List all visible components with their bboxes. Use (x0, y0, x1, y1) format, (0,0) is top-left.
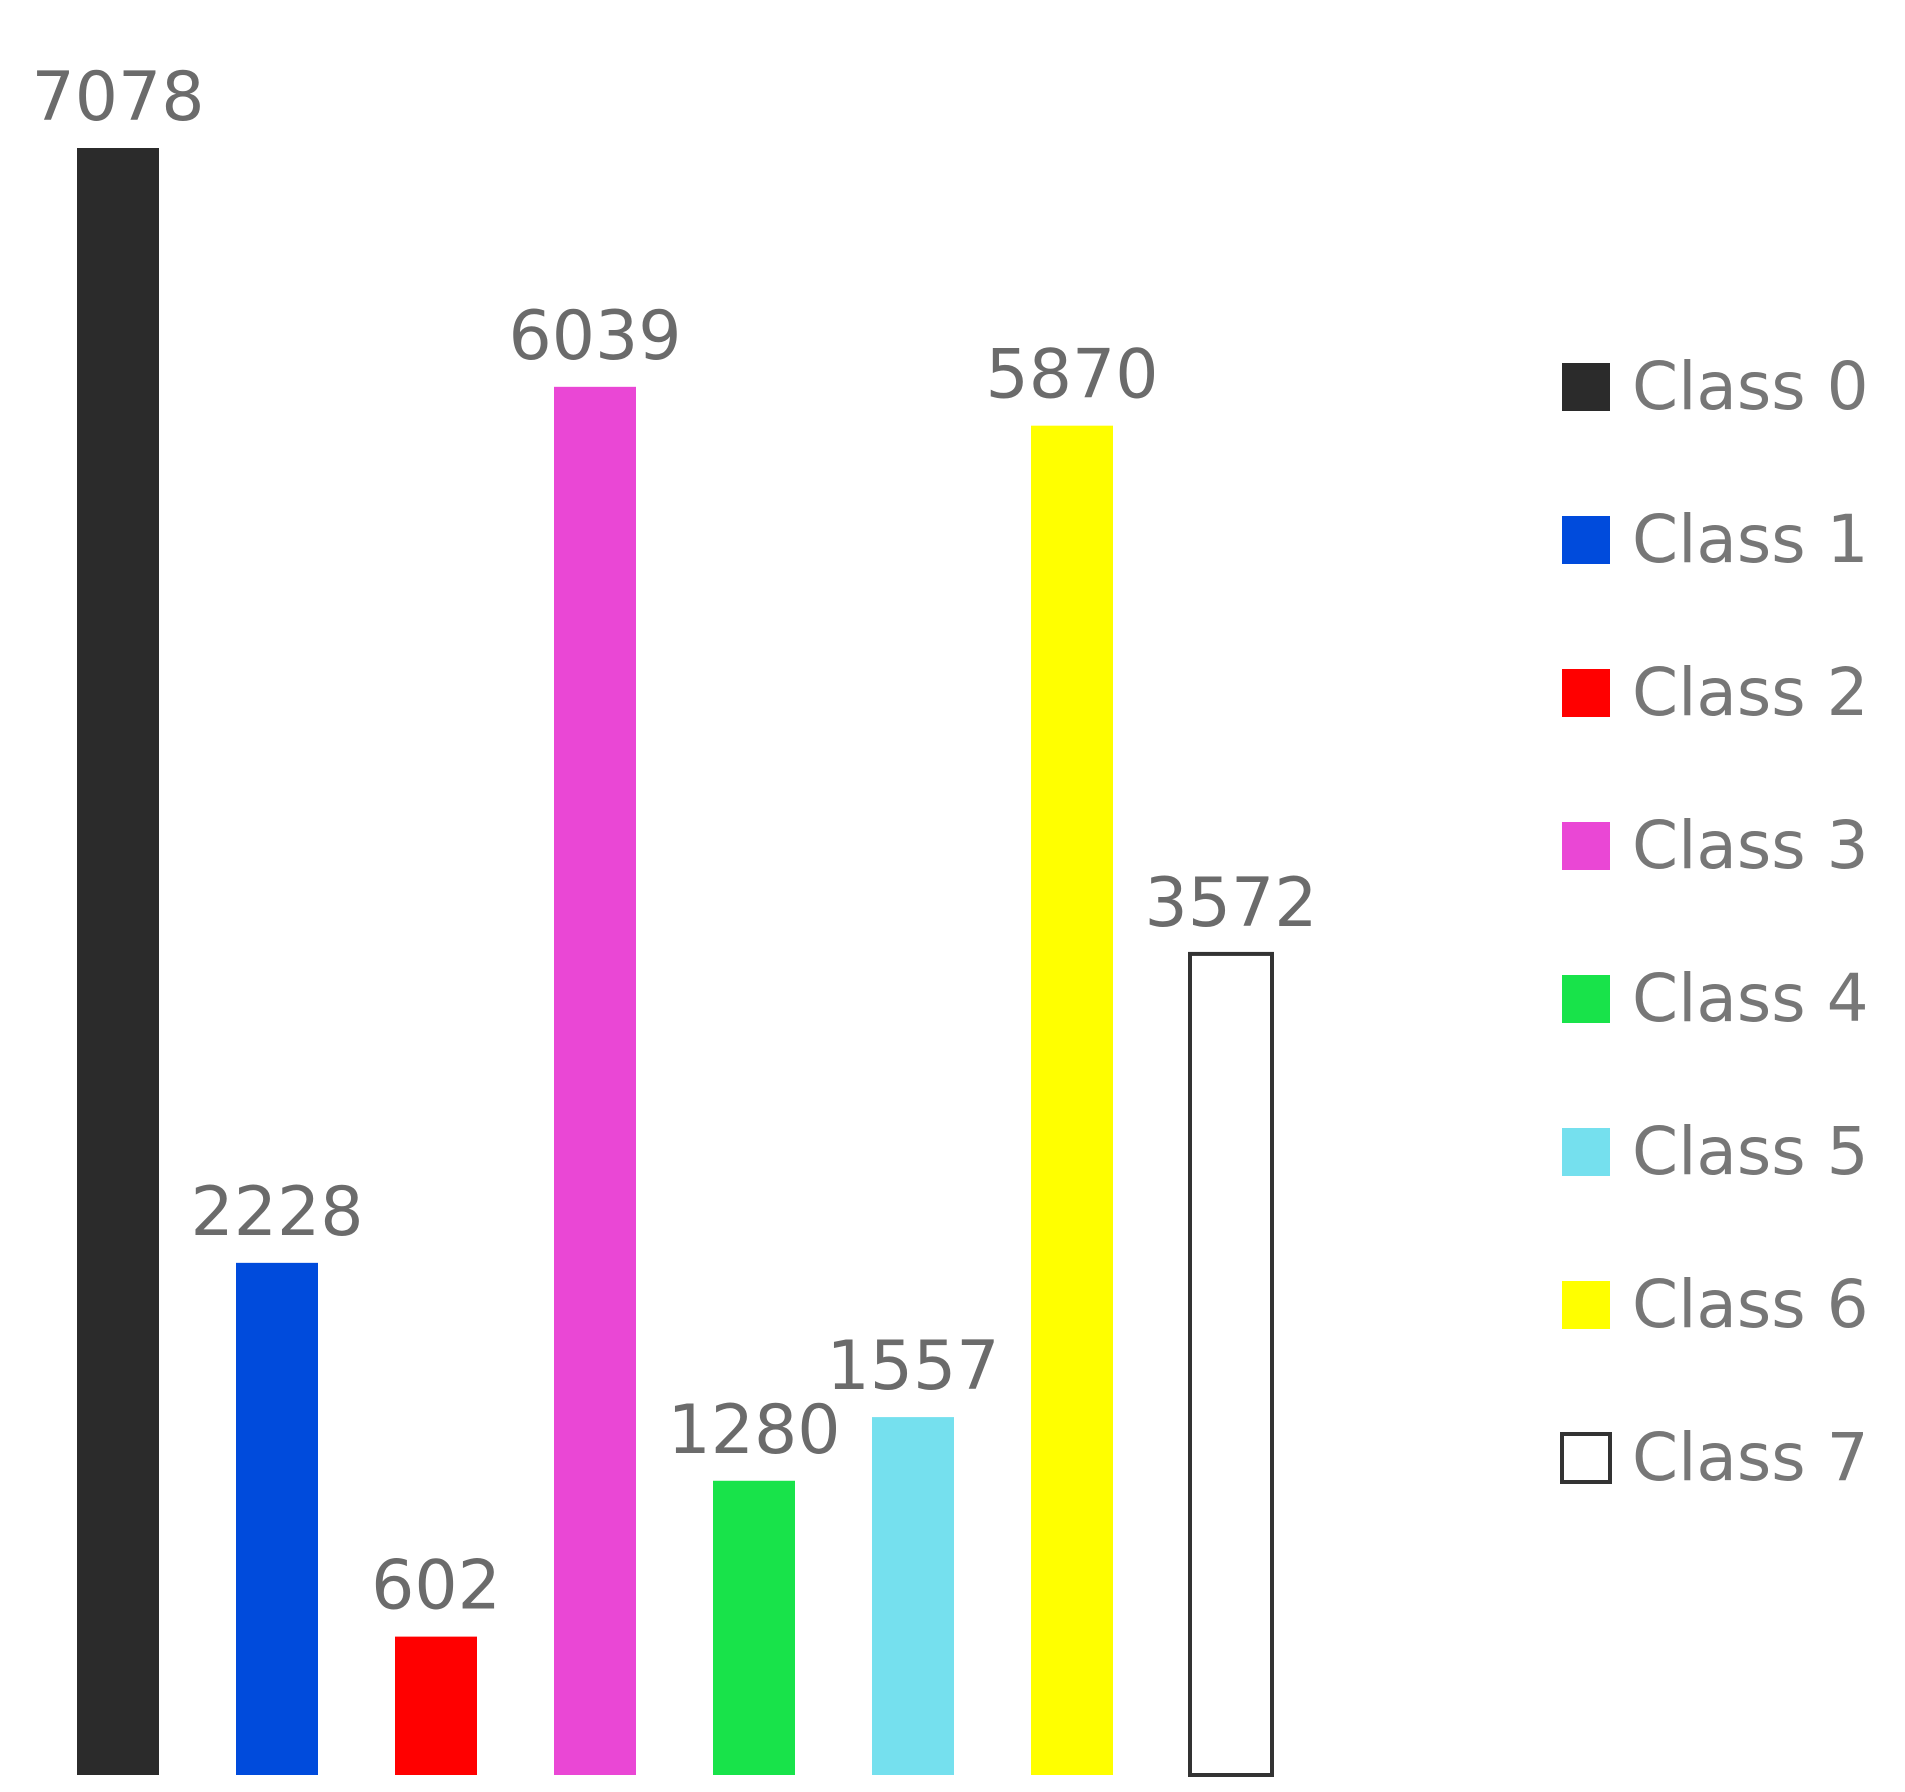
legend-swatch-class-6 (1562, 1281, 1610, 1329)
legend-label-class-1: Class 1 (1632, 501, 1869, 578)
value-label-class-0: 7078 (31, 58, 204, 137)
value-label-class-4: 1280 (667, 1391, 840, 1470)
bar-class-2 (395, 1636, 477, 1775)
legend-label-class-6: Class 6 (1632, 1266, 1869, 1343)
value-label-class-3: 6039 (508, 297, 681, 376)
value-label-class-6: 5870 (985, 336, 1158, 415)
bar-class-3 (554, 386, 636, 1775)
legend-label-class-5: Class 5 (1632, 1113, 1869, 1190)
bar-class-6 (1031, 425, 1113, 1775)
legend-swatch-class-4 (1562, 975, 1610, 1023)
legend-swatch-class-3 (1562, 822, 1610, 870)
bars-group (77, 148, 1274, 1777)
bar-class-0 (77, 148, 159, 1775)
legend-label-class-7: Class 7 (1632, 1419, 1869, 1496)
legend-swatch-class-1 (1562, 516, 1610, 564)
bar-class-5 (872, 1417, 954, 1775)
legend-swatch-class-5 (1562, 1128, 1610, 1176)
legend: Class 0 Class 1 Class 2 Class 3 Class 4 Class… (1560, 348, 1869, 1496)
legend-label-class-4: Class 4 (1632, 960, 1869, 1037)
value-label-class-2: 602 (371, 1547, 501, 1626)
value-label-class-5: 1557 (826, 1327, 999, 1406)
value-label-class-1: 2228 (190, 1173, 363, 1252)
legend-swatch-class-7 (1560, 1432, 1612, 1484)
legend-label-class-0: Class 0 (1632, 348, 1869, 425)
legend-label-class-3: Class 3 (1632, 807, 1869, 884)
bar-class-4 (713, 1480, 795, 1775)
bar-class-1 (236, 1262, 318, 1775)
legend-swatch-class-2 (1562, 669, 1610, 717)
legend-label-class-2: Class 2 (1632, 654, 1869, 731)
legend-swatch-class-0 (1562, 363, 1610, 411)
value-label-class-7: 3572 (1144, 864, 1317, 943)
bar-class-7 (1188, 951, 1274, 1777)
